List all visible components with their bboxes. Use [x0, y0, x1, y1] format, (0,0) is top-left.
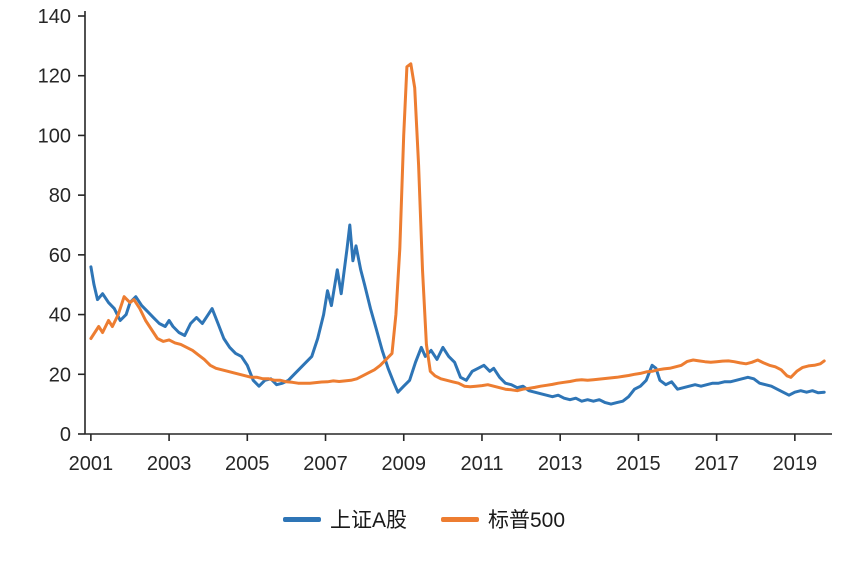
svg-text:2005: 2005 — [225, 453, 270, 475]
svg-text:40: 40 — [49, 305, 71, 327]
svg-text:2017: 2017 — [694, 453, 739, 475]
legend-swatch-sse-a-share — [282, 516, 321, 522]
svg-text:2001: 2001 — [69, 453, 114, 475]
svg-text:2003: 2003 — [147, 453, 192, 475]
svg-text:2009: 2009 — [381, 453, 426, 475]
svg-text:80: 80 — [49, 185, 71, 207]
legend-item-sp500: 标普500 — [440, 504, 566, 534]
svg-text:0: 0 — [60, 424, 71, 446]
legend-label-sp500: 标普500 — [487, 509, 566, 532]
svg-text:140: 140 — [38, 6, 71, 28]
svg-text:2015: 2015 — [616, 453, 661, 475]
svg-text:2013: 2013 — [538, 453, 583, 475]
chart-legend: 上证A股 标普500 — [0, 504, 848, 534]
legend-item-sse-a-share: 上证A股 — [282, 504, 407, 534]
svg-text:2011: 2011 — [460, 453, 503, 475]
svg-text:2019: 2019 — [773, 453, 818, 475]
svg-text:120: 120 — [38, 66, 71, 88]
legend-label-sse-a-share: 上证A股 — [329, 509, 407, 532]
chart-canvas: 0 20 40 60 80 100 120 140 2001 2003 2005 2007 2009 20… — [38, 6, 832, 475]
svg-text:100: 100 — [38, 125, 71, 147]
legend-swatch-sp500 — [440, 516, 479, 522]
svg-text:2007: 2007 — [303, 453, 348, 475]
svg-text:20: 20 — [49, 364, 71, 386]
svg-text:60: 60 — [49, 245, 71, 267]
